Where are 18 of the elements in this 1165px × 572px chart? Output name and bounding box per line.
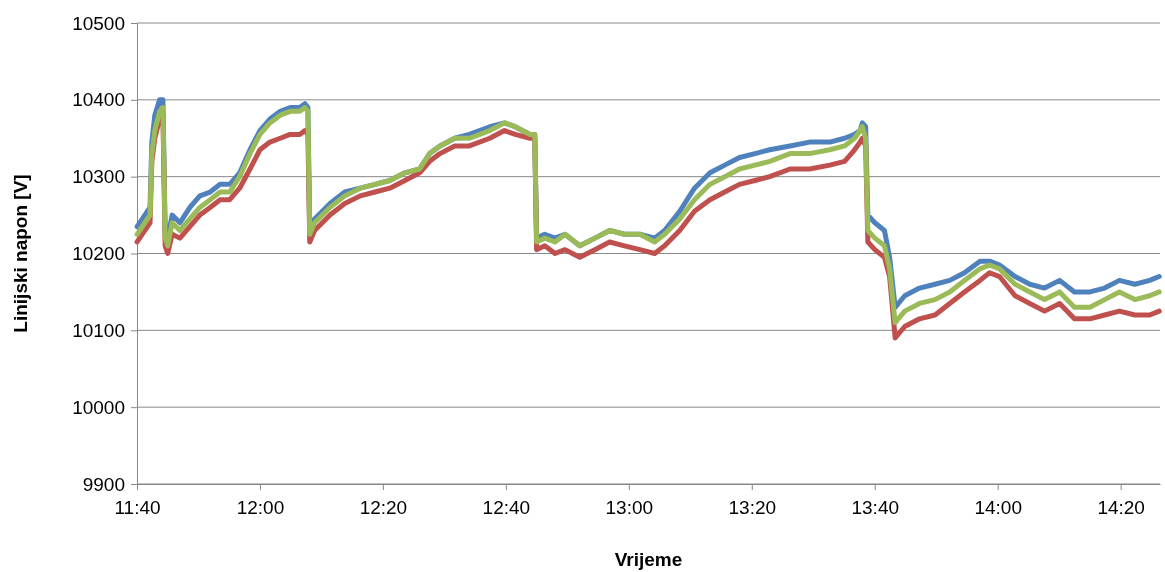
x-tick-label: 11:40 — [114, 496, 161, 518]
y-tick-label: 10400 — [72, 89, 125, 111]
y-tick-label: 10200 — [72, 243, 125, 265]
x-tick-label: 14:20 — [1097, 496, 1145, 518]
x-tick-label: 13:20 — [728, 496, 777, 518]
y-axis-title: Linijski napon [V] — [10, 174, 31, 333]
x-tick-label: 14:00 — [974, 496, 1022, 518]
y-tick-label: 9900 — [82, 473, 125, 495]
y-tick-label: 10000 — [72, 396, 125, 418]
x-tick-label: 12:00 — [236, 496, 285, 518]
y-tick-label: 10300 — [72, 166, 125, 188]
x-tick-label: 13:40 — [851, 496, 900, 518]
x-tick-label: 12:20 — [359, 496, 408, 518]
y-tick-label: 10500 — [72, 12, 125, 34]
x-axis-title: Vrijeme — [614, 549, 683, 570]
y-tick-label: 10100 — [72, 319, 125, 341]
x-tick-label: 12:40 — [482, 496, 531, 518]
x-tick-label: 13:00 — [605, 496, 654, 518]
